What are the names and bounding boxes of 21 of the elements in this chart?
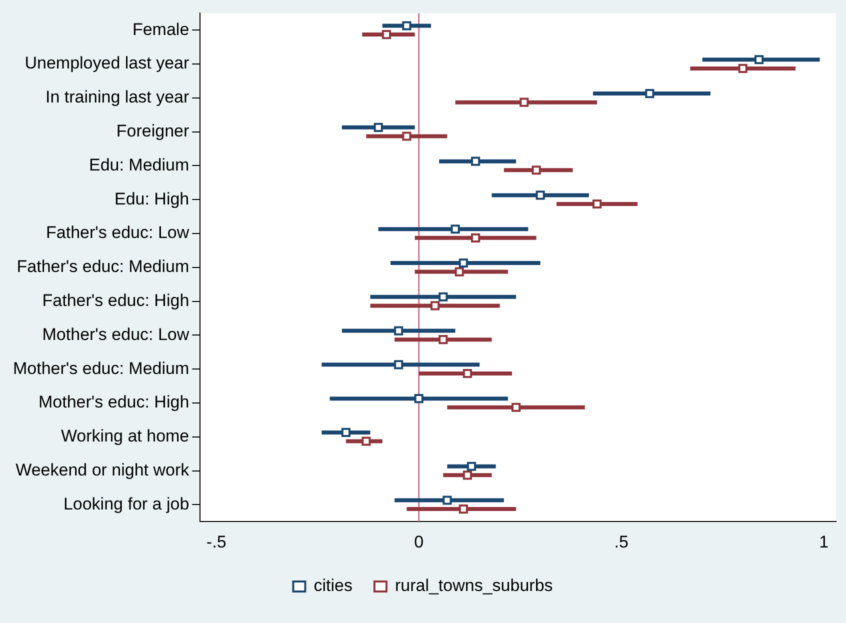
- y-tick-label: Female: [132, 20, 190, 39]
- x-tick-label: -.5: [206, 532, 226, 552]
- y-tick-label: Mother's educ: Low: [42, 324, 190, 344]
- x-tick-label: 1: [819, 532, 829, 552]
- y-tick-label: Father's educ: Medium: [16, 257, 190, 276]
- y-tick-label: Foreigner: [116, 122, 190, 141]
- y-tick-label: Working at home: [60, 426, 190, 446]
- x-tick-label: .5: [614, 532, 628, 552]
- y-tick-label: In training last year: [46, 88, 190, 107]
- y-tick-label: Father's educ: High: [42, 290, 190, 310]
- y-tick-label: Mother's educ: Medium: [12, 358, 190, 378]
- y-tick-label: Looking for a job: [63, 494, 190, 514]
- legend-label: rural_towns_suburbs: [394, 576, 553, 596]
- y-tick-label: Father's educ: Low: [46, 223, 190, 242]
- y-tick-label: Edu: Medium: [88, 155, 190, 174]
- x-tick-label: 0: [414, 532, 424, 552]
- y-tick-label: Unemployed last year: [24, 54, 190, 73]
- y-tick-label: Weekend or night work: [16, 460, 190, 480]
- y-tick-label: Mother's educ: High: [38, 392, 190, 412]
- y-tick-label: Edu: High: [114, 189, 190, 208]
- legend-label: cities: [314, 576, 352, 596]
